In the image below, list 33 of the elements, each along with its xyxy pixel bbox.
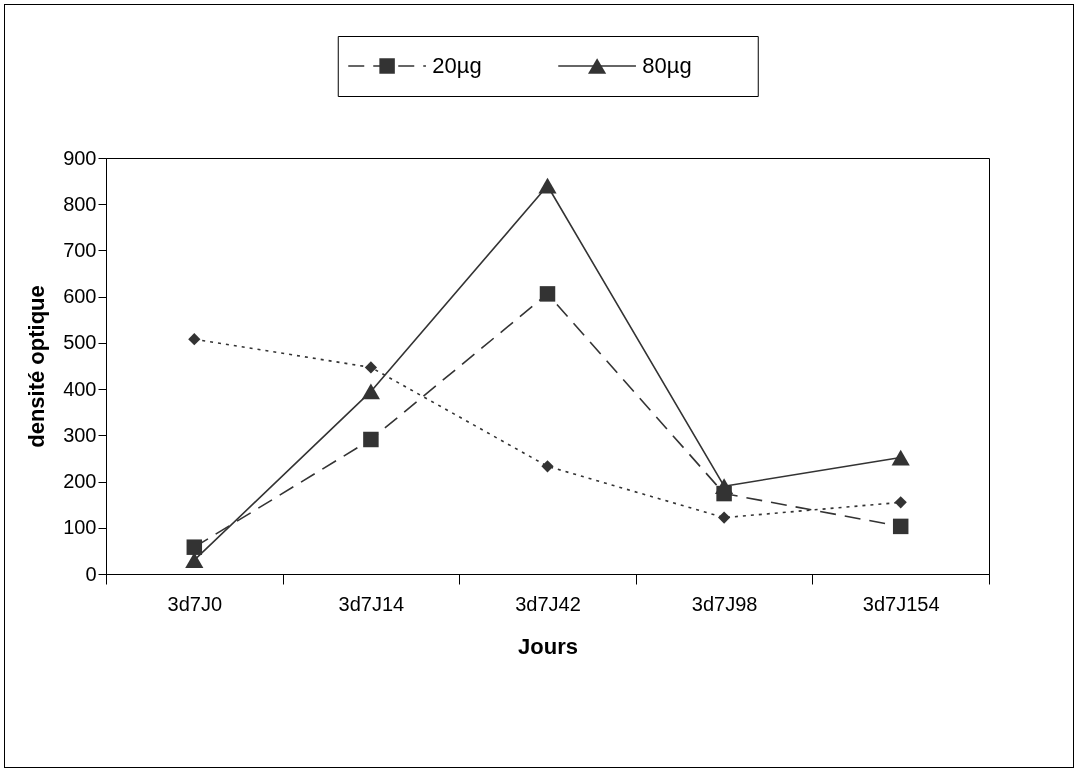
y-tick-label: 700 (63, 238, 97, 261)
y-tick-label: 600 (63, 285, 97, 308)
point (715, 478, 734, 495)
point (186, 539, 203, 555)
y-tick-label: 200 (63, 470, 97, 493)
y-tick-label: 900 (63, 146, 97, 169)
y-tick-label: 0 (85, 562, 97, 585)
point (541, 460, 554, 473)
point (188, 333, 201, 346)
point (538, 177, 557, 194)
y-tick-label: 300 (63, 423, 97, 446)
legend-label: 20µg (432, 53, 482, 78)
y-tick-label: 500 (63, 331, 97, 354)
x-tick-label: 3d7J14 (338, 592, 405, 615)
point (892, 518, 909, 535)
point (717, 511, 731, 524)
point (539, 286, 556, 302)
point (361, 383, 380, 400)
legend-label: 80µg (642, 53, 692, 78)
x-tick-label: 3d7J0 (167, 592, 223, 615)
point (894, 496, 907, 509)
x-tick-label: 3d7J98 (691, 592, 758, 615)
point (364, 361, 378, 374)
point (363, 431, 379, 448)
x-axis-title: Jours (518, 633, 578, 659)
x-tick-label: 3d7J154 (862, 592, 940, 615)
y-tick-label: 100 (63, 516, 97, 539)
point (185, 552, 204, 568)
y-tick-label: 800 (63, 192, 97, 215)
x-tick-label: 3d7J42 (515, 592, 581, 615)
point (891, 449, 910, 466)
y-tick-label: 400 (63, 377, 97, 400)
y-axis-title: densité optique (24, 285, 50, 448)
